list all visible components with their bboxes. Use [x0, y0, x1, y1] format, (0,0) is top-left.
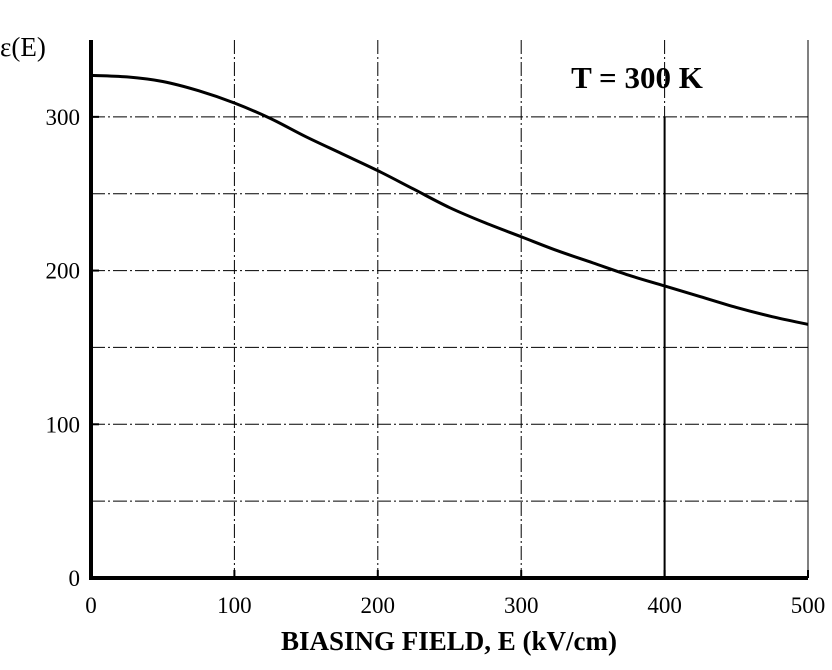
annotation-temperature: T = 300 K [571, 60, 703, 95]
x-tick-labels: 0 100 200 300 400 500 [85, 593, 825, 618]
x-axis-label: BIASING FIELD, E (kV/cm) [281, 626, 617, 656]
x-tick-500: 500 [791, 593, 826, 618]
axes [89, 40, 809, 580]
series-line [90, 73, 809, 326]
x-tick-0: 0 [85, 593, 97, 618]
x-tick-100: 100 [217, 593, 252, 618]
y-axis-label: ε(E) [0, 32, 46, 62]
grid-lines [91, 40, 808, 578]
x-tick-200: 200 [361, 593, 396, 618]
x-tick-400: 400 [647, 593, 682, 618]
y-tick-100: 100 [46, 412, 81, 437]
x-tick-300: 300 [504, 593, 539, 618]
y-tick-300: 300 [46, 105, 81, 130]
y-tick-200: 200 [46, 259, 81, 284]
y-tick-0: 0 [69, 566, 81, 591]
y-tick-labels: 0 100 200 300 [46, 105, 81, 591]
